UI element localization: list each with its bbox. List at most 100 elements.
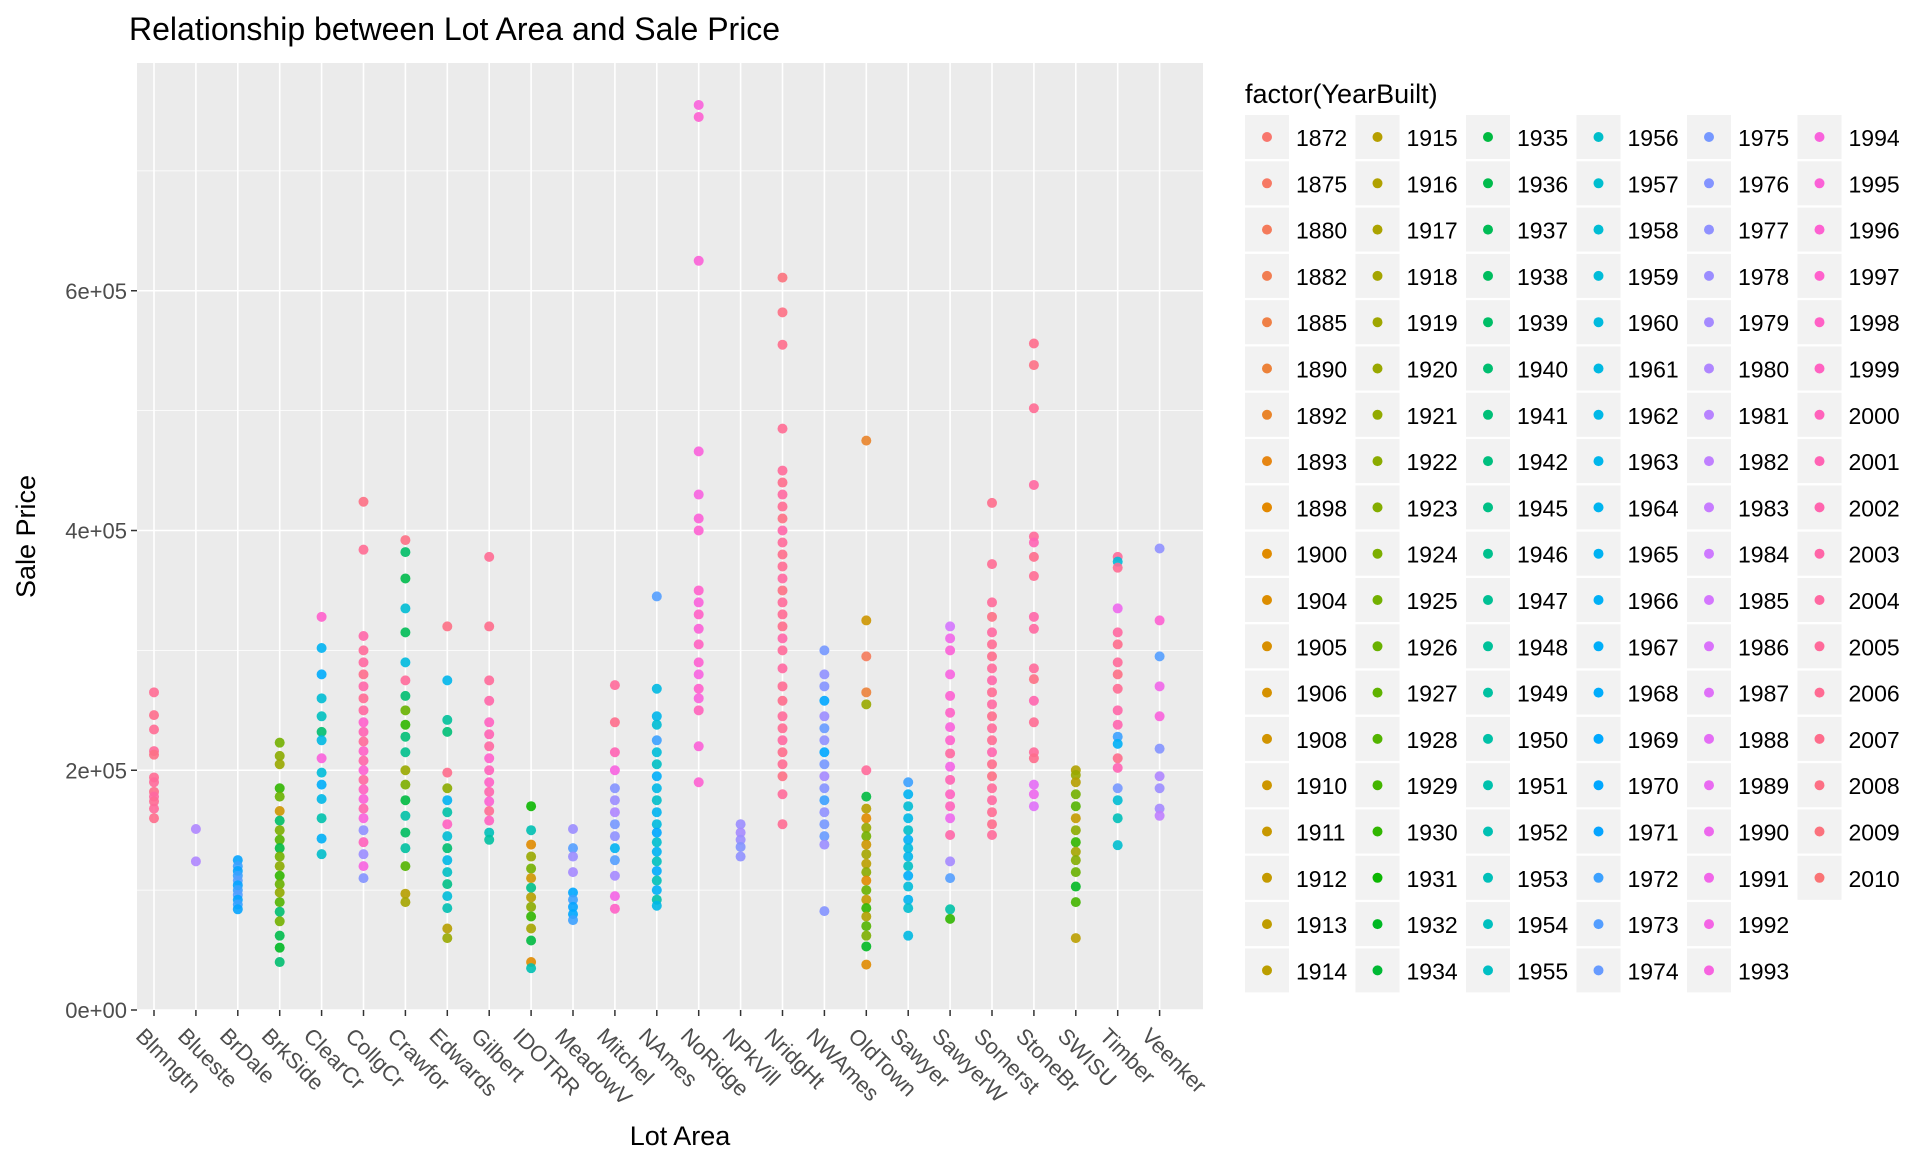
y-tick-label: 2e+05 [65, 758, 127, 783]
data-point [274, 916, 285, 927]
data-point [987, 597, 997, 608]
data-point [987, 711, 997, 722]
data-point [232, 904, 243, 915]
legend-key-dot [1262, 132, 1272, 142]
data-point [693, 446, 704, 457]
data-point [861, 822, 872, 833]
y-axis-label: Sale Price [11, 475, 41, 598]
data-point [903, 894, 914, 905]
y-tick-label: 0e+00 [65, 998, 127, 1023]
data-point [861, 959, 872, 970]
data-point [358, 746, 369, 757]
data-point [987, 735, 997, 746]
legend-label: 1939 [1517, 310, 1568, 336]
data-point [484, 729, 495, 740]
legend-key-dot [1372, 826, 1383, 837]
data-point [400, 719, 411, 730]
legend-label: 1977 [1738, 218, 1789, 244]
legend-key-dot [1704, 317, 1714, 328]
legend-title: factor(YearBuilt) [1245, 79, 1438, 109]
data-point [651, 900, 662, 911]
data-point [1070, 825, 1081, 836]
data-point [777, 633, 788, 644]
data-point [358, 705, 369, 716]
legend-key-dot [1593, 317, 1604, 328]
legend-label: 2002 [1849, 495, 1900, 521]
legend-key-dot [1483, 363, 1493, 374]
data-point [1070, 933, 1081, 944]
data-point [651, 759, 662, 770]
data-point [1154, 771, 1165, 782]
data-point [316, 794, 327, 805]
legend-label: 1885 [1296, 310, 1347, 336]
legend-key-dot [1483, 919, 1493, 930]
data-point [945, 761, 956, 772]
data-point [777, 621, 788, 632]
data-point [316, 753, 327, 764]
data-point [693, 525, 704, 536]
data-point [526, 901, 537, 912]
data-point [442, 819, 453, 830]
data-point [1070, 855, 1081, 866]
data-point [651, 875, 662, 886]
legend-key-dot [1704, 733, 1714, 744]
legend-key-dot [1704, 595, 1714, 605]
data-point [819, 723, 830, 734]
data-point [400, 765, 411, 776]
data-point [735, 819, 746, 830]
data-point [358, 774, 369, 785]
data-point [400, 810, 411, 821]
data-point [316, 779, 327, 790]
data-point [1154, 711, 1165, 722]
data-point [819, 669, 830, 680]
data-point [316, 767, 327, 778]
data-point [777, 771, 788, 782]
data-point [609, 855, 620, 866]
legend-label: 1992 [1738, 912, 1789, 938]
legend-key-dot [1372, 317, 1383, 328]
legend-label: 1968 [1628, 681, 1679, 707]
legend-label: 1962 [1628, 403, 1679, 429]
legend-key-dot [1262, 224, 1272, 235]
legend-label: 1908 [1296, 727, 1347, 753]
legend-key-dot [1483, 548, 1493, 559]
data-point [777, 819, 788, 830]
legend-key-dot [1372, 456, 1383, 467]
legend-label: 1931 [1407, 866, 1458, 892]
legend-key-dot [1593, 502, 1604, 513]
data-point [903, 903, 914, 914]
data-point [987, 829, 997, 840]
legend-key-dot [1814, 872, 1825, 883]
legend-key-dot [1372, 502, 1383, 513]
data-point [316, 642, 327, 653]
legend-key-dot [1593, 409, 1604, 420]
data-point [274, 887, 285, 898]
data-point [1070, 813, 1081, 824]
data-point [903, 777, 914, 788]
legend-label: 1970 [1628, 773, 1679, 799]
data-point [1028, 663, 1039, 674]
legend-key-dot [1483, 178, 1493, 189]
data-point [777, 489, 788, 500]
legend-key-dot [1262, 178, 1272, 189]
legend-key-dot [1593, 224, 1604, 235]
data-point [358, 693, 369, 704]
legend-key-dot [1262, 919, 1272, 930]
legend-label: 1961 [1628, 357, 1679, 383]
data-point [609, 870, 620, 881]
data-point [861, 687, 872, 698]
data-point [442, 879, 453, 890]
data-point [316, 833, 327, 844]
data-point [945, 707, 956, 718]
data-point [651, 856, 662, 867]
data-point [1028, 338, 1039, 349]
data-point [274, 851, 285, 862]
data-point [693, 669, 704, 680]
data-point [442, 855, 453, 866]
data-point [1112, 562, 1123, 573]
legend-key-dot [1262, 548, 1272, 559]
data-point [526, 851, 537, 862]
legend-key-dot [1262, 872, 1272, 883]
data-point [484, 695, 495, 706]
legend-label: 1954 [1517, 912, 1568, 938]
